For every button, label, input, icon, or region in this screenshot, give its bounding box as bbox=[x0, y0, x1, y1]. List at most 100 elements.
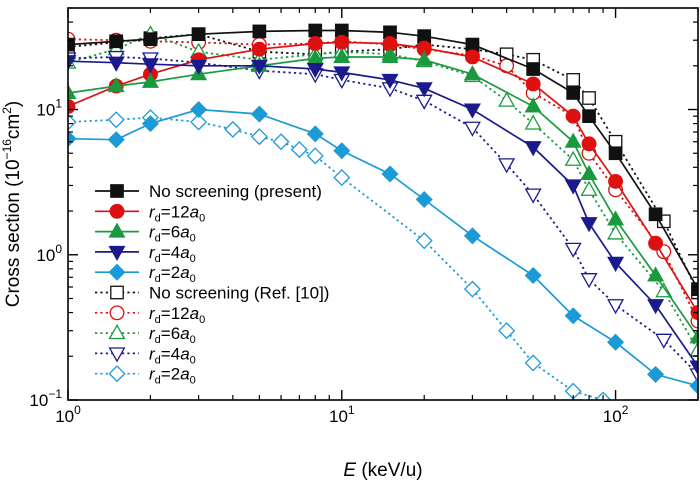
data-point bbox=[381, 47, 399, 64]
data-point bbox=[68, 83, 77, 100]
legend-entry: rd=12a0 bbox=[95, 202, 205, 224]
legend-label: No screening (Ref. [10]) bbox=[149, 284, 329, 303]
legend-marker bbox=[109, 203, 125, 219]
data-point bbox=[334, 23, 349, 38]
data-point bbox=[647, 299, 665, 315]
data-point bbox=[607, 210, 625, 226]
data-point bbox=[689, 360, 698, 376]
data-point bbox=[607, 256, 625, 272]
legend: No screening (present)rd=12a0rd=6a0rd=4a… bbox=[95, 182, 329, 387]
data-point bbox=[68, 113, 77, 131]
legend-label: No screening (present) bbox=[149, 182, 322, 201]
data-point bbox=[68, 55, 77, 71]
data-point bbox=[582, 109, 596, 124]
legend-label: rd=2a0 bbox=[149, 263, 196, 285]
data-point bbox=[564, 150, 582, 166]
data-point bbox=[580, 164, 598, 181]
x-axis-title: E (keV/u) bbox=[343, 460, 422, 481]
data-point bbox=[68, 130, 77, 148]
data-point bbox=[582, 91, 596, 105]
data-point bbox=[250, 105, 268, 123]
series-line bbox=[68, 29, 698, 290]
legend-entry: No screening (present) bbox=[95, 182, 322, 201]
data-point bbox=[581, 136, 597, 152]
data-point bbox=[647, 266, 665, 282]
data-point bbox=[524, 141, 542, 157]
data-point bbox=[498, 91, 516, 107]
legend-entry: rd=6a0 bbox=[95, 222, 196, 245]
series-line bbox=[68, 41, 698, 314]
legend-marker bbox=[109, 305, 125, 321]
legend-marker bbox=[108, 347, 126, 363]
data-point bbox=[566, 73, 581, 87]
data-point bbox=[191, 27, 206, 42]
data-point bbox=[415, 232, 433, 250]
data-point bbox=[224, 120, 242, 138]
data-point bbox=[463, 280, 481, 298]
data-point bbox=[252, 24, 267, 39]
data-point bbox=[465, 37, 480, 52]
data-point bbox=[564, 242, 582, 258]
legend-entry: rd=2a0 bbox=[95, 263, 196, 285]
data-point bbox=[564, 179, 582, 195]
data-point bbox=[107, 131, 125, 149]
y-axis-title: Cross section (10−16cm2) bbox=[0, 101, 24, 308]
series-rd6 bbox=[68, 47, 698, 344]
y-tick-label: 100 bbox=[36, 242, 62, 265]
plot-frame bbox=[67, 7, 699, 401]
legend-marker bbox=[108, 222, 126, 238]
data-point bbox=[647, 365, 665, 383]
series-line bbox=[68, 56, 698, 338]
data-point bbox=[306, 62, 324, 79]
legend-entry: rd=4a0 bbox=[95, 243, 196, 265]
legend-marker bbox=[108, 323, 126, 340]
data-point bbox=[190, 100, 208, 119]
data-point bbox=[334, 34, 350, 50]
x-tick-label: 100 bbox=[55, 403, 81, 426]
legend-marker bbox=[110, 285, 124, 300]
legend-entry: No screening (Ref. [10]) bbox=[95, 284, 329, 303]
y-tick-label: 10−1 bbox=[29, 387, 62, 410]
data-point bbox=[565, 108, 581, 124]
data-point bbox=[566, 86, 581, 100]
data-point bbox=[525, 76, 541, 92]
series-ns-present bbox=[68, 23, 698, 296]
data-point bbox=[580, 273, 598, 289]
data-point bbox=[290, 141, 308, 159]
data-point bbox=[417, 29, 432, 44]
legend-entry: rd=4a0 bbox=[95, 344, 196, 366]
data-point bbox=[307, 36, 323, 51]
data-point bbox=[306, 125, 324, 143]
data-point bbox=[333, 66, 351, 82]
legend-label: rd=4a0 bbox=[149, 344, 196, 366]
legend-marker bbox=[110, 184, 124, 198]
data-point bbox=[141, 72, 159, 88]
data-point bbox=[333, 47, 351, 64]
legend-marker bbox=[108, 365, 126, 383]
data-point bbox=[463, 103, 481, 119]
legend-label: rd=4a0 bbox=[149, 243, 196, 265]
data-point bbox=[463, 121, 481, 137]
plot-area bbox=[68, 23, 698, 400]
data-point bbox=[464, 49, 480, 65]
legend-entry: rd=2a0 bbox=[95, 365, 196, 387]
legend-entry: rd=12a0 bbox=[95, 304, 205, 326]
data-point bbox=[415, 50, 433, 66]
data-point bbox=[141, 58, 159, 74]
data-point bbox=[306, 147, 324, 165]
data-point bbox=[463, 227, 481, 245]
data-point bbox=[580, 180, 598, 196]
data-point bbox=[333, 169, 351, 187]
x-tick-label: 101 bbox=[329, 403, 355, 426]
data-point bbox=[564, 307, 582, 325]
series-rd4 bbox=[68, 55, 698, 376]
legend-entry: rd=6a0 bbox=[95, 323, 196, 346]
data-point bbox=[608, 146, 623, 161]
legend-label: rd=6a0 bbox=[149, 324, 196, 346]
data-point bbox=[107, 111, 125, 129]
data-point bbox=[68, 37, 75, 52]
legend-label: rd=12a0 bbox=[149, 202, 205, 224]
data-point bbox=[251, 41, 267, 57]
data-point bbox=[689, 341, 698, 357]
